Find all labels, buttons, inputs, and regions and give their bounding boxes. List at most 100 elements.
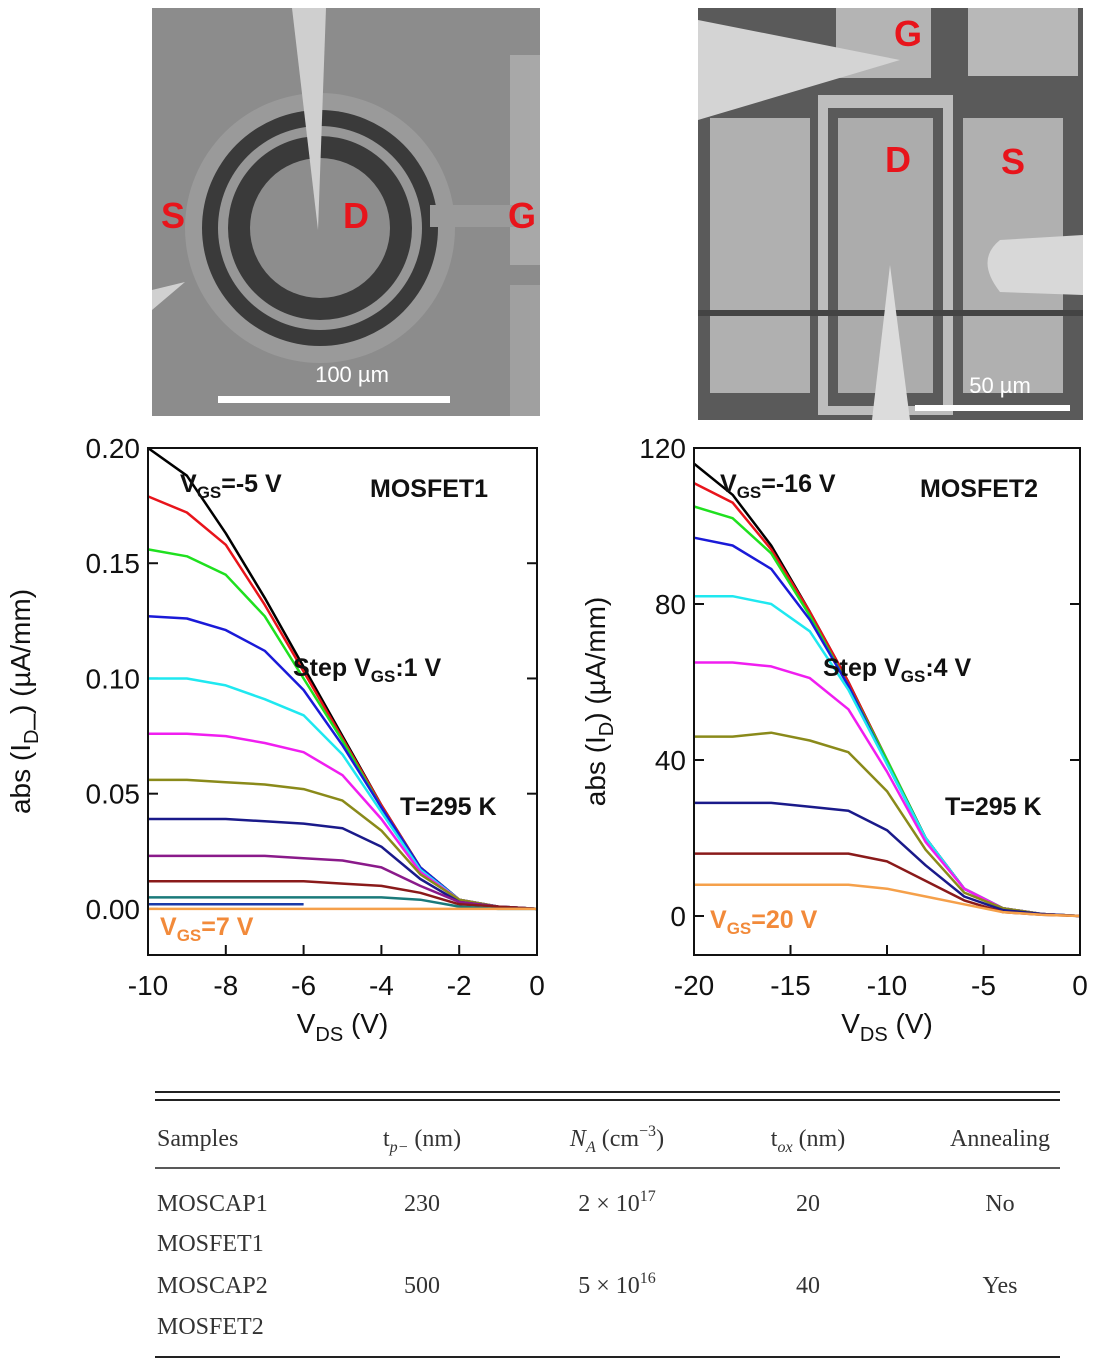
annotation: T=295 K xyxy=(945,793,1042,821)
data-line xyxy=(694,883,1081,918)
text: 16 xyxy=(640,1270,656,1287)
table-cell: 20 xyxy=(796,1191,820,1217)
text: GS xyxy=(197,483,222,502)
sem-image: S D G 100 µm xyxy=(152,8,540,416)
terminal-label: G xyxy=(508,195,536,236)
table-cell: Yes xyxy=(983,1273,1018,1299)
text: :1 V xyxy=(395,654,441,682)
text: =-16 V xyxy=(761,470,836,498)
text: MOSFET2 xyxy=(920,475,1038,503)
x-tick-label: -4 xyxy=(369,970,394,1001)
text: V xyxy=(720,470,737,498)
scale-label: 100 µm xyxy=(315,362,389,387)
text: t xyxy=(383,1126,390,1152)
x-axis-label: VDS (V) xyxy=(841,1008,933,1046)
text: T=295 K xyxy=(400,793,497,821)
text: GS xyxy=(901,667,926,686)
text: V xyxy=(297,1008,316,1039)
y-axis-label: abs (ID) (µA/mm) xyxy=(580,597,618,806)
annotation: MOSFET1 xyxy=(370,475,488,503)
text: GS xyxy=(727,919,752,938)
table-cell: 500 xyxy=(404,1273,440,1299)
text: Step V xyxy=(823,654,901,682)
text: A xyxy=(585,1139,596,1156)
x-tick-label: -2 xyxy=(447,970,472,1001)
text: ) (µA/mm) xyxy=(580,597,611,722)
text: p− xyxy=(389,1139,409,1156)
y-tick-label: 0.20 xyxy=(86,433,141,464)
scale-label: 50 µm xyxy=(969,373,1031,398)
y-tick-label: 0.00 xyxy=(86,894,141,925)
x-tick-label: -10 xyxy=(867,970,907,1001)
text: =7 V xyxy=(201,913,253,941)
table-cell: MOSCAP2 xyxy=(157,1273,268,1299)
data-line xyxy=(693,536,1081,918)
data-line xyxy=(148,880,538,911)
text: T=295 K xyxy=(945,793,1042,821)
table-header: Samples xyxy=(157,1126,238,1152)
text: N xyxy=(569,1126,588,1152)
data-line xyxy=(694,661,1081,918)
text: DS xyxy=(860,1024,888,1046)
x-tick-label: -6 xyxy=(291,970,316,1001)
text: 5 × 10 xyxy=(578,1273,640,1299)
table-cell: 5 × 1016 xyxy=(578,1270,656,1299)
x-tick-label: -5 xyxy=(971,970,996,1001)
text: ox xyxy=(777,1139,792,1156)
data-line xyxy=(148,817,538,911)
x-tick-label: -15 xyxy=(770,970,810,1001)
plot-frame xyxy=(693,447,1081,956)
table-cell: 230 xyxy=(404,1191,440,1217)
y-axis-label: abs (ID_) (µA/mm) xyxy=(5,589,43,814)
annotation: T=295 K xyxy=(400,793,497,821)
text: (nm) xyxy=(793,1126,846,1152)
table-cell: 40 xyxy=(796,1273,820,1299)
terminal-label: S xyxy=(1001,141,1025,182)
sem-image: G D S 50 µm xyxy=(698,8,1083,420)
annotation: VGS=20 V xyxy=(710,906,818,938)
terminal-label: D xyxy=(885,139,911,180)
table-cell: MOSFET1 xyxy=(157,1231,264,1257)
y-tick-label: 40 xyxy=(655,745,686,776)
table-cell: No xyxy=(985,1191,1014,1217)
data-line xyxy=(147,495,538,911)
text: V xyxy=(160,913,177,941)
text: t xyxy=(771,1126,778,1152)
text: Step V xyxy=(293,654,371,682)
text: abs (I xyxy=(5,744,36,814)
text: D xyxy=(21,730,43,744)
data-line xyxy=(148,778,538,911)
x-tick-label: -10 xyxy=(128,970,168,1001)
y-tick-label: 80 xyxy=(655,589,686,620)
text: D xyxy=(596,722,618,736)
x-tick-label: 0 xyxy=(1072,970,1088,1001)
y-tick-label: 0 xyxy=(670,901,686,932)
y-tick-label: 0.15 xyxy=(86,548,141,579)
text: (nm) xyxy=(408,1126,461,1152)
table-header: NA (cm−3) xyxy=(569,1123,664,1156)
text: V xyxy=(710,906,727,934)
text: −3 xyxy=(639,1123,656,1140)
y-tick-label: 0.10 xyxy=(86,663,141,694)
text: 17 xyxy=(640,1188,656,1205)
text: GS xyxy=(371,667,396,686)
text: DS xyxy=(315,1024,343,1046)
text: V xyxy=(841,1008,860,1039)
data-line xyxy=(694,801,1081,918)
text: GS xyxy=(177,926,202,945)
text: =20 V xyxy=(751,906,817,934)
text: MOSFET1 xyxy=(370,475,488,503)
table: Samples tp− (nm) NA (cm−3) tox (nm) Anne… xyxy=(155,1091,1060,1358)
table-cell: MOSFET2 xyxy=(157,1314,264,1340)
data-line xyxy=(693,481,1081,918)
text: V xyxy=(180,470,197,498)
text: ) xyxy=(656,1126,664,1152)
terminal-label: D xyxy=(343,195,369,236)
annotation: VGS=-16 V xyxy=(720,470,836,502)
text: (cm xyxy=(596,1126,640,1152)
annotation: MOSFET2 xyxy=(920,475,1038,503)
table-cell: MOSCAP1 xyxy=(157,1191,268,1217)
